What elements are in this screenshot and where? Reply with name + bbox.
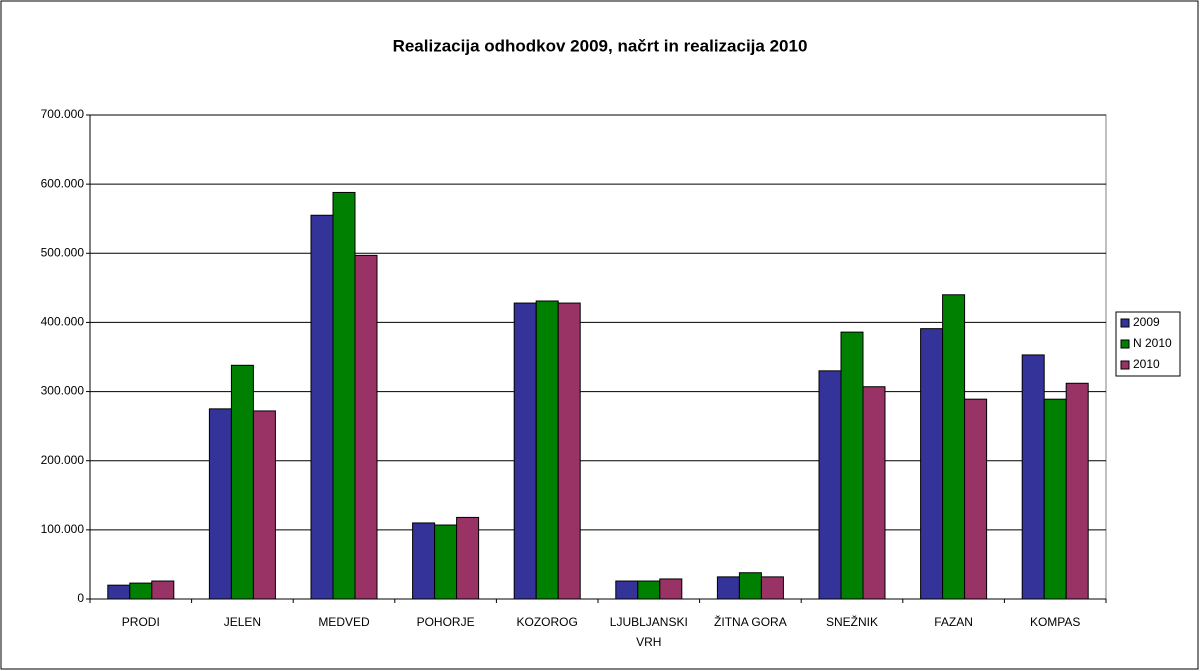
bar (920, 328, 944, 600)
bar (1021, 354, 1045, 600)
bar (615, 580, 639, 600)
x-tick-label: PRODI (121, 615, 160, 629)
bar (513, 302, 537, 600)
bar (252, 410, 276, 600)
x-tick-label: KOMPAS (1029, 615, 1081, 629)
bar (332, 191, 356, 600)
bar (208, 408, 232, 600)
bar (840, 331, 864, 600)
legend-label: N 2010 (1133, 336, 1172, 350)
y-tick-label: 300.000 (41, 384, 85, 398)
bar (942, 294, 966, 600)
legend-label: 2010 (1133, 357, 1160, 371)
y-tick-label: 0 (77, 591, 84, 605)
bar (738, 572, 762, 600)
bar (1043, 398, 1067, 600)
bar (637, 580, 661, 600)
x-tick-label: JELEN (223, 615, 262, 629)
bar (659, 578, 683, 600)
y-tick-label: 600.000 (41, 176, 85, 190)
bar (535, 300, 559, 600)
bar (434, 524, 458, 600)
bar (456, 516, 480, 600)
chart-title: Realizacija odhodkov 2009, načrt in real… (393, 36, 808, 55)
x-tick-label: MEDVED (318, 615, 370, 629)
y-tick-label: 200.000 (41, 453, 85, 467)
legend-label: 2009 (1133, 315, 1160, 329)
bar (412, 522, 436, 600)
x-tick-label: KOZOROG (516, 615, 578, 629)
bar (107, 584, 131, 600)
x-tick-label: ŽITNA GORA (714, 615, 787, 629)
bar (716, 576, 740, 600)
bar (354, 254, 378, 600)
y-tick-label: 100.000 (41, 522, 85, 536)
y-tick-label: 400.000 (41, 315, 85, 329)
x-tick-label: LJUBLJANSKI VRH (609, 615, 688, 649)
bar (964, 398, 988, 600)
bar (310, 214, 334, 600)
legend-swatch (1120, 360, 1130, 370)
bar (129, 582, 153, 600)
bar (862, 386, 886, 600)
bar (557, 302, 581, 600)
y-tick-label: 700.000 (41, 107, 85, 121)
x-tick-label: FAZAN (934, 615, 973, 629)
bar (1065, 382, 1089, 600)
bar (760, 576, 784, 600)
bar (151, 580, 175, 600)
bar (818, 370, 842, 600)
x-tick-label: POHORJE (416, 615, 475, 629)
legend-swatch (1120, 339, 1130, 349)
legend-swatch (1120, 318, 1130, 328)
bar (230, 364, 254, 600)
x-tick-label: SNEŽNIK (825, 615, 878, 629)
y-tick-label: 500.000 (41, 245, 85, 259)
